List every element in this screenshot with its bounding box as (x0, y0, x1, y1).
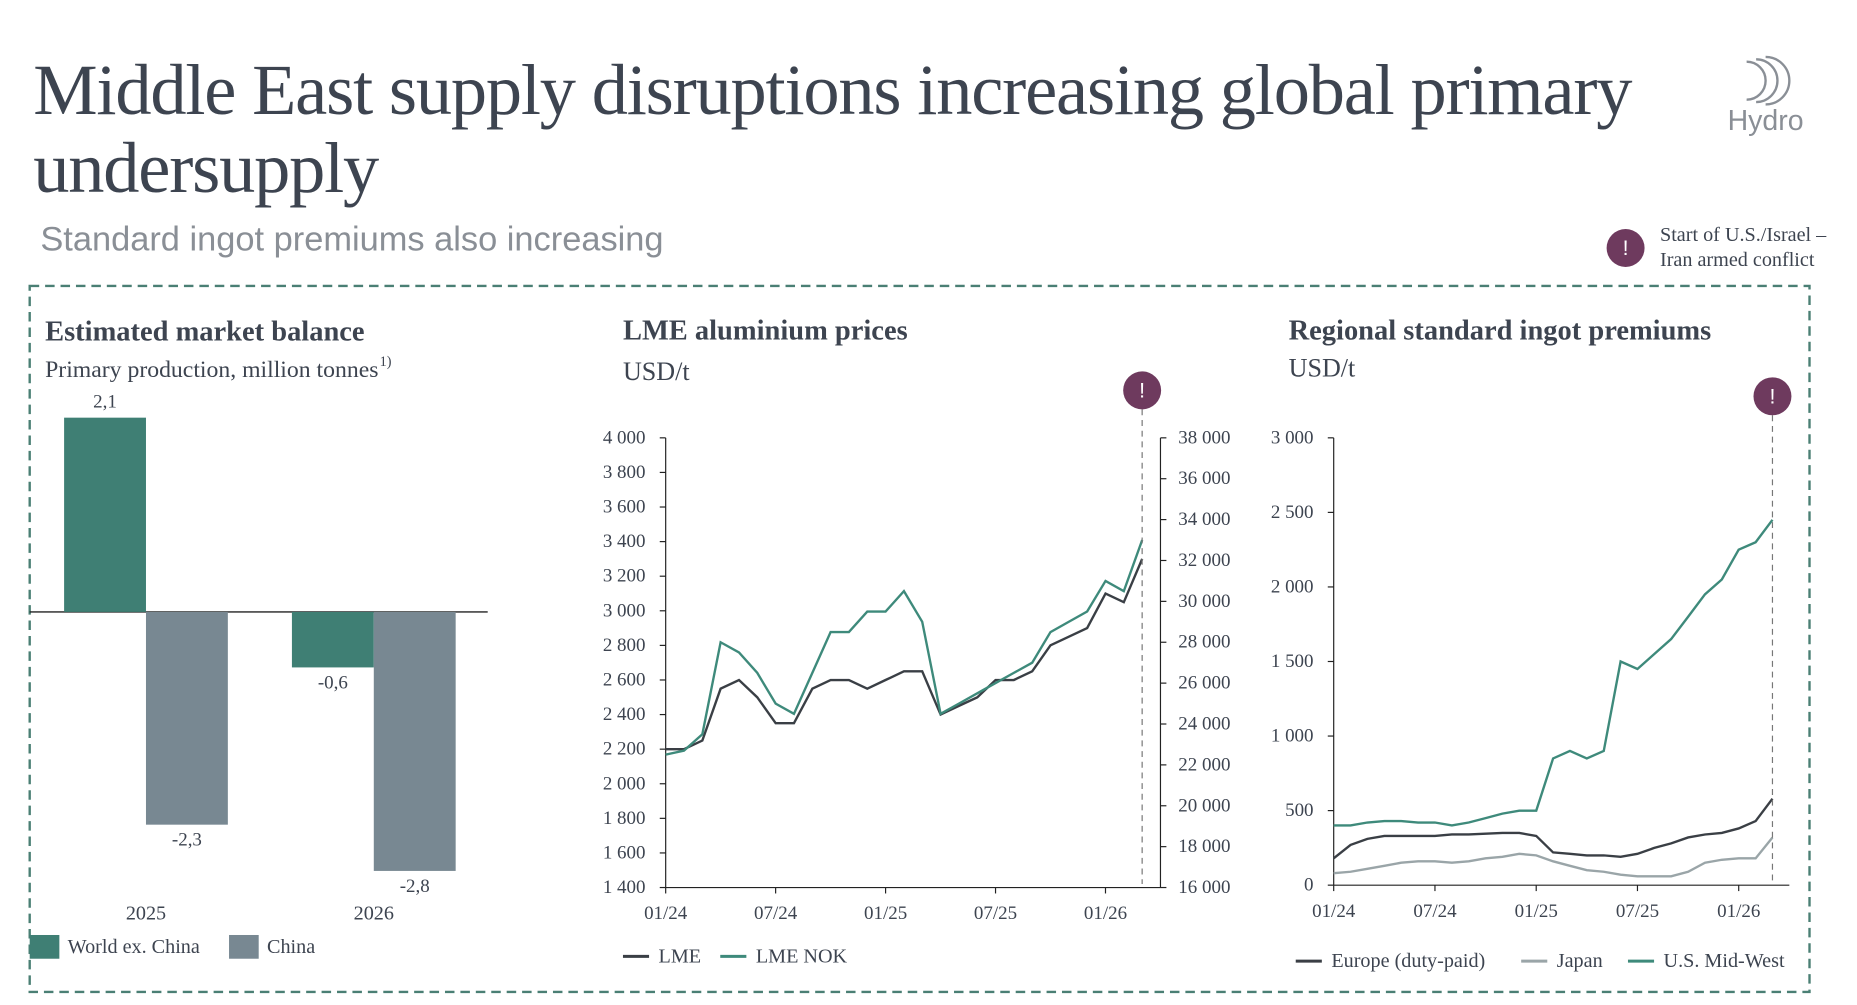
logo-arc (1765, 55, 1791, 106)
y-tick-label: 2 400 (603, 704, 646, 725)
series-line (1332, 797, 1774, 860)
logo: Hydro (1728, 55, 1804, 137)
x-tick-label: 01/26 (1084, 903, 1127, 924)
y-tick-label: 2 800 (603, 635, 646, 656)
y-tick-label: 3 800 (603, 462, 646, 483)
y2-tick-label: 34 000 (1178, 509, 1230, 530)
y-tick-label: 1 800 (603, 808, 646, 829)
slide-title: Middle East supply disruptions increasin… (33, 52, 1632, 209)
y2-tick-label: 22 000 (1178, 754, 1230, 775)
legend-label: Japan (1557, 950, 1603, 972)
slide-subtitle: Standard ingot premiums also increasing (40, 221, 663, 259)
y-tick-label: 500 (1285, 800, 1313, 821)
y2-tick-label: 36 000 (1178, 468, 1230, 489)
footnote-mark: 1) (380, 354, 392, 370)
y-tick-label: 2 500 (1271, 502, 1314, 523)
y2-tick-label: 38 000 (1178, 427, 1230, 448)
y2-tick-label: 20 000 (1178, 795, 1230, 816)
y-tick-label: 2 200 (603, 739, 646, 760)
legend-label: LME (659, 945, 702, 967)
series-line (1333, 836, 1774, 878)
event-marker (1123, 371, 1162, 410)
chart-subtitle: USD/t (1289, 353, 1356, 382)
chart-subtitle: USD/t (623, 357, 690, 386)
y-tick-label: 3 400 (603, 531, 646, 552)
y-tick-label: 1 600 (603, 842, 646, 863)
content-frame (28, 284, 1811, 994)
legend-swatch (29, 934, 60, 959)
y2-tick-label: 16 000 (1178, 877, 1230, 898)
y2-tick-label: 32 000 (1178, 550, 1230, 571)
legend-label: World ex. China (68, 936, 200, 958)
y2-tick-label: 24 000 (1178, 714, 1230, 735)
x-tick-label: 2025 (126, 903, 166, 925)
y-tick-label: 4 000 (603, 427, 646, 448)
logo-text: Hydro (1728, 105, 1804, 137)
legend-label: U.S. Mid-West (1664, 950, 1785, 972)
y2-tick-label: 28 000 (1178, 632, 1230, 653)
y-tick-label: 2 000 (1271, 576, 1314, 597)
value-label: 2,1 (93, 392, 117, 413)
x-tick-label: 01/25 (864, 903, 907, 924)
logo-arc (1746, 60, 1767, 101)
x-tick-label: 07/24 (1413, 901, 1457, 922)
chart-title: Regional standard ingot premiums (1289, 316, 1712, 347)
y2-tick-label: 30 000 (1178, 591, 1230, 612)
bar (145, 611, 228, 825)
x-tick-label: 01/26 (1717, 901, 1760, 922)
bar (64, 417, 146, 612)
y-tick-label: 1 000 (1271, 726, 1314, 747)
note-line: Iran armed conflict (1660, 249, 1815, 271)
bar (373, 611, 456, 871)
chart-title: LME aluminium prices (623, 316, 908, 347)
x-tick-label: 07/25 (1616, 901, 1659, 922)
legend-label: China (267, 936, 315, 958)
y-tick-label: 1 400 (603, 877, 646, 898)
y-tick-label: 3 200 (603, 566, 646, 587)
y2-tick-label: 18 000 (1178, 836, 1230, 857)
y-tick-label: 3 000 (1271, 427, 1314, 448)
x-tick-label: 01/24 (1312, 901, 1356, 922)
legend-label: LME NOK (756, 945, 848, 967)
note-line: Start of U.S./Israel – (1660, 224, 1827, 246)
y-tick-label: 2 000 (603, 773, 646, 794)
event-label: ! (1139, 378, 1145, 402)
series-line (665, 558, 1144, 751)
series-line (665, 539, 1144, 756)
note-icon-bg (1606, 229, 1645, 267)
event-label: ! (1769, 384, 1775, 408)
x-tick-label: 07/24 (754, 903, 798, 924)
series-line (1333, 519, 1774, 827)
y-tick-label: 0 (1304, 875, 1313, 896)
y-tick-label: 3 600 (603, 497, 646, 518)
y2-tick-label: 26 000 (1178, 673, 1230, 694)
logo-arc (1756, 58, 1779, 104)
note-icon: ! (1623, 236, 1629, 260)
chart-subtitle: Primary production, million tonnes (45, 357, 378, 383)
value-label: -2,8 (400, 876, 430, 897)
value-label: -2,3 (172, 830, 202, 851)
y-tick-label: 3 000 (603, 600, 646, 621)
y-tick-label: 1 500 (1271, 651, 1314, 672)
legend-swatch (229, 934, 259, 959)
x-tick-label: 01/25 (1515, 901, 1558, 922)
legend-label: Europe (duty-paid) (1331, 950, 1485, 972)
x-tick-label: 01/24 (644, 903, 688, 924)
event-marker (1753, 377, 1792, 416)
title-box: Middle East supply disruptions increasin… (33, 52, 1632, 209)
value-label: -0,6 (318, 672, 348, 693)
bar (291, 611, 374, 668)
x-tick-label: 2026 (354, 903, 394, 925)
y-tick-label: 2 600 (603, 669, 646, 690)
chart-title: Estimated market balance (45, 317, 364, 348)
x-tick-label: 07/25 (974, 903, 1017, 924)
